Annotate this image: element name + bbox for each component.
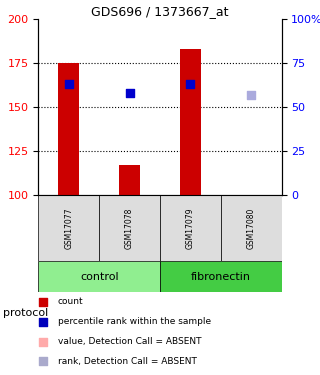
Text: fibronectin: fibronectin xyxy=(191,272,251,282)
Point xyxy=(66,81,71,87)
Point xyxy=(202,238,207,244)
Text: GSM17080: GSM17080 xyxy=(247,207,256,249)
Bar xyxy=(180,49,201,195)
Point xyxy=(188,81,193,87)
FancyBboxPatch shape xyxy=(160,261,282,292)
Bar xyxy=(58,63,79,195)
Bar xyxy=(119,165,140,195)
Text: GSM17077: GSM17077 xyxy=(64,207,73,249)
Text: percentile rank within the sample: percentile rank within the sample xyxy=(58,317,211,326)
Point xyxy=(127,90,132,96)
FancyBboxPatch shape xyxy=(99,195,160,261)
FancyBboxPatch shape xyxy=(160,195,221,261)
FancyBboxPatch shape xyxy=(38,195,99,261)
Text: count: count xyxy=(58,297,84,306)
Text: GSM17079: GSM17079 xyxy=(186,207,195,249)
Text: protocol: protocol xyxy=(3,308,48,318)
Text: control: control xyxy=(80,272,118,282)
FancyBboxPatch shape xyxy=(38,261,160,292)
Text: rank, Detection Call = ABSENT: rank, Detection Call = ABSENT xyxy=(58,357,197,366)
Title: GDS696 / 1373667_at: GDS696 / 1373667_at xyxy=(91,4,229,18)
Point xyxy=(202,58,207,64)
Text: GSM17078: GSM17078 xyxy=(125,207,134,249)
FancyBboxPatch shape xyxy=(221,195,282,261)
Point xyxy=(249,92,254,98)
Text: value, Detection Call = ABSENT: value, Detection Call = ABSENT xyxy=(58,337,201,346)
